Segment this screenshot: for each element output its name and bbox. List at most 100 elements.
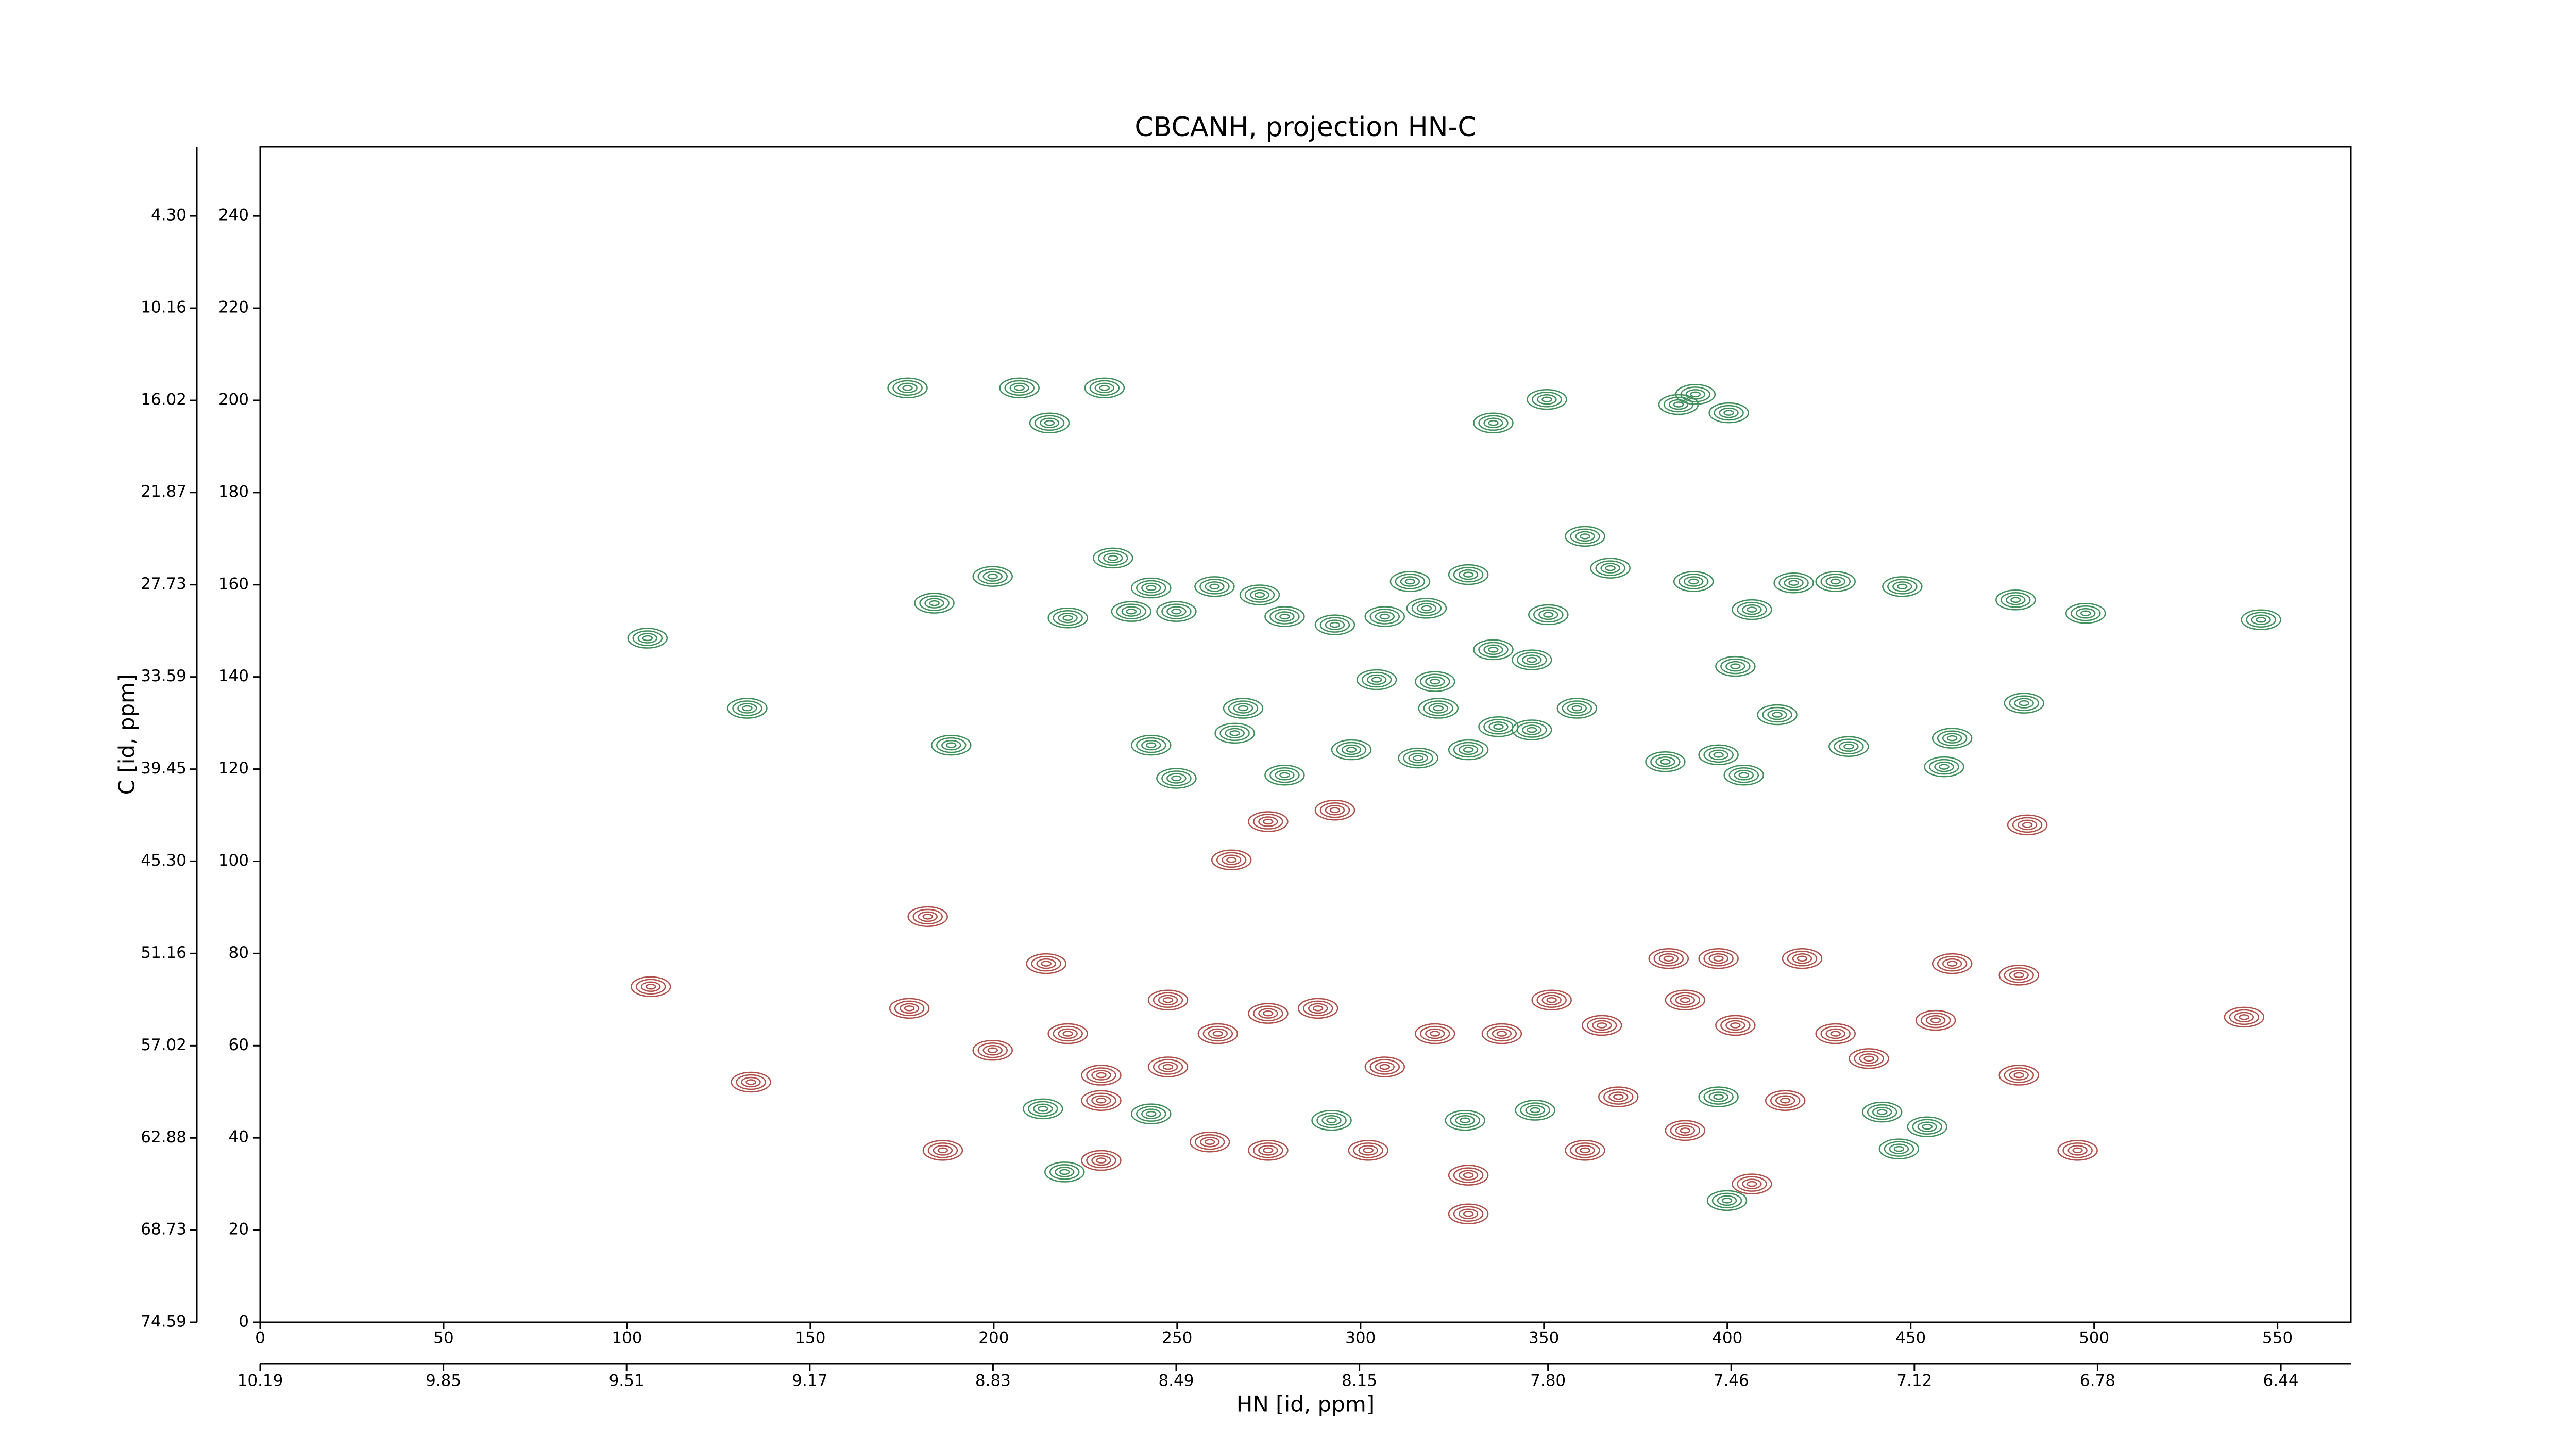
- contour-level: [1161, 770, 1192, 786]
- contour-level: [1515, 1100, 1555, 1121]
- contour-level: [1091, 1070, 1111, 1081]
- y2-tick-label: 57.02: [141, 1036, 187, 1054]
- contour-level: [1723, 410, 1734, 416]
- peak: [1314, 614, 1355, 635]
- contour-level: [1645, 751, 1686, 772]
- peak: [1473, 412, 1514, 434]
- contour-level: [1532, 391, 1562, 408]
- contour-level: [1425, 1028, 1445, 1039]
- contour-level: [1828, 736, 1869, 757]
- y-tick-label: 140: [218, 667, 249, 685]
- peak: [1131, 577, 1172, 599]
- contour-level: [1773, 572, 1814, 594]
- peak: [1364, 606, 1405, 627]
- peak: [1415, 1023, 1455, 1044]
- contour-level: [1375, 611, 1395, 622]
- contour-level: [1575, 1145, 1595, 1156]
- peak: [972, 566, 1013, 587]
- peak: [1314, 799, 1355, 821]
- contour-level: [1525, 1105, 1545, 1116]
- contour-level: [1047, 607, 1088, 629]
- contour-level: [1734, 769, 1754, 781]
- contour-level: [1103, 552, 1123, 564]
- peak: [1732, 599, 1772, 620]
- contour-level: [1473, 639, 1514, 661]
- peak: [1512, 649, 1552, 670]
- peak: [2065, 602, 2106, 624]
- contour-level: [1565, 1140, 1605, 1161]
- contour-level: [1089, 380, 1120, 396]
- contour-level: [1081, 1150, 1122, 1171]
- contour-level: [904, 1005, 915, 1012]
- contour-level: [1430, 678, 1440, 685]
- contour-level: [1942, 958, 1962, 969]
- contour-level: [1369, 1059, 1400, 1075]
- peak: [2007, 814, 2048, 836]
- peak: [1698, 948, 1739, 969]
- contour-level: [1690, 391, 1701, 398]
- contour-level: [1720, 658, 1751, 675]
- peak: [1915, 1009, 1956, 1031]
- contour-level: [922, 1140, 963, 1161]
- contour-level: [642, 635, 653, 642]
- x-tick-label: 100: [612, 1329, 642, 1347]
- contour-level: [1703, 1089, 1734, 1105]
- contour-level: [1047, 1023, 1088, 1044]
- contour-level: [1830, 1031, 1841, 1037]
- peak: [1515, 1100, 1555, 1121]
- contour-level: [1458, 1170, 1479, 1181]
- contour-level: [741, 1076, 761, 1088]
- contour-level: [1942, 733, 1962, 744]
- y-tick-label: 0: [239, 1312, 249, 1331]
- contour-level: [1092, 547, 1133, 569]
- contour-level: [1732, 599, 1772, 620]
- contour-level: [1358, 1145, 1378, 1156]
- peak: [1398, 747, 1438, 769]
- peak: [1131, 1103, 1172, 1124]
- contour-level: [2017, 819, 2038, 831]
- peak: [1581, 1015, 1622, 1036]
- contour-level: [1912, 1119, 1942, 1135]
- contour-level: [1136, 1106, 1166, 1122]
- contour-level: [1541, 396, 1552, 402]
- contour-level: [892, 380, 923, 396]
- peak: [1264, 606, 1305, 627]
- peak: [1907, 1116, 1947, 1137]
- peak: [1673, 571, 1714, 592]
- contour-level: [732, 700, 762, 716]
- x2-tick-label: 8.15: [1342, 1372, 1377, 1390]
- contour-level: [1562, 700, 1592, 716]
- contour-level: [1248, 1140, 1289, 1161]
- contour-level: [1253, 1005, 1283, 1021]
- contour-level: [1570, 528, 1600, 545]
- y2-tick-label: 39.45: [141, 759, 187, 778]
- contour-level: [1081, 1090, 1122, 1111]
- y-tick-label: 160: [218, 575, 249, 593]
- peak: [1331, 739, 1372, 761]
- contour-level: [1778, 575, 1809, 591]
- contour-level: [1029, 412, 1070, 434]
- x2-tick-label: 8.83: [975, 1372, 1011, 1390]
- contour-level: [630, 976, 671, 998]
- contour-level: [1453, 566, 1484, 583]
- contour-level: [1336, 742, 1367, 758]
- contour-level: [1254, 592, 1265, 598]
- contour-level: [1023, 1098, 1063, 1120]
- peak: [2224, 1006, 2265, 1028]
- peak: [1311, 1109, 1352, 1131]
- peak: [1995, 589, 2036, 611]
- peak: [1473, 639, 1514, 661]
- peak: [2241, 609, 2281, 631]
- peak: [1448, 1165, 1489, 1186]
- contour-level: [1039, 417, 1060, 429]
- contour-level: [2071, 605, 2101, 621]
- contour-level: [1264, 606, 1305, 627]
- contour-level: [946, 742, 957, 748]
- contour-level: [1162, 997, 1174, 1003]
- peak: [1998, 1065, 2039, 1086]
- contour-level: [2224, 1006, 2265, 1028]
- contour-level: [1209, 583, 1220, 590]
- contour-level: [2009, 1070, 2029, 1081]
- contour-level: [1541, 995, 1562, 1005]
- contour-level: [1275, 611, 1295, 622]
